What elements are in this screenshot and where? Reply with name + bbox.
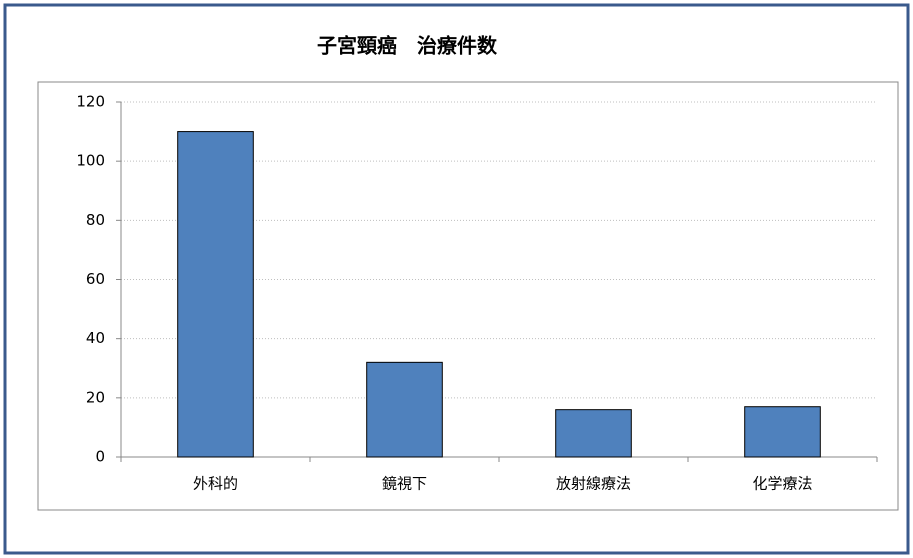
x-tick-label: 外科的 (193, 475, 238, 493)
bar (744, 406, 821, 458)
y-tick-label: 40 (86, 329, 105, 347)
y-tick-label: 0 (95, 448, 105, 466)
x-tick-label: 化学療法 (752, 475, 812, 493)
bar (177, 131, 254, 458)
y-tick-label: 80 (86, 211, 105, 229)
x-tick-label: 鏡視下 (382, 475, 427, 493)
y-tick-label: 100 (76, 152, 105, 170)
bar (366, 361, 443, 458)
y-tick-label: 20 (86, 388, 105, 406)
x-tick-label: 放射線療法 (556, 475, 631, 493)
chart-title: 子宮頸癌 治療件数 (317, 34, 498, 58)
bar (555, 409, 632, 458)
y-tick-label: 60 (86, 270, 105, 288)
y-tick-label: 120 (76, 93, 105, 111)
